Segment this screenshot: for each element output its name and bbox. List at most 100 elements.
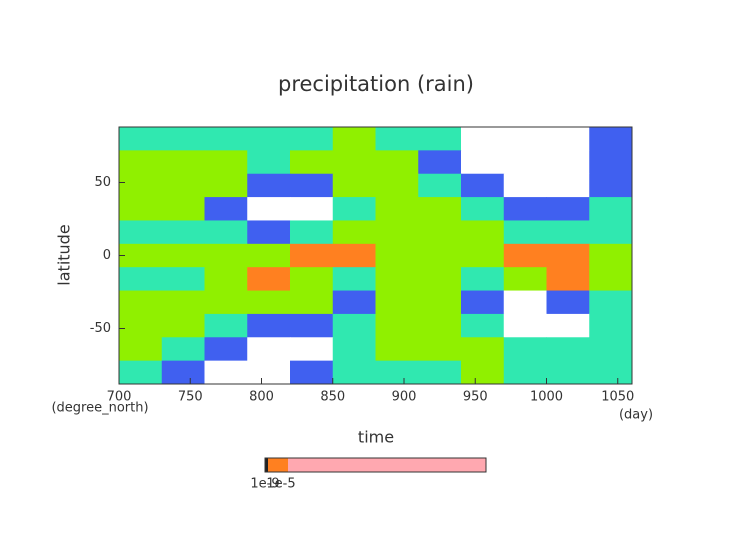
cell: [290, 127, 334, 151]
cell: [418, 150, 462, 175]
y-tick-label: 50: [94, 175, 111, 190]
cell: [247, 360, 291, 385]
cell: [461, 127, 505, 151]
cell: [589, 360, 633, 385]
cell: [332, 243, 376, 268]
cell: [247, 220, 291, 245]
cell: [161, 197, 205, 221]
cell: [290, 267, 334, 292]
y-axis-label: latitude: [55, 224, 74, 285]
cell: [247, 173, 291, 198]
colorbar: 1e-9 1e-5: [250, 457, 487, 492]
cell: [503, 267, 547, 292]
cell: [290, 150, 334, 175]
cell: [290, 243, 334, 268]
cell: [589, 267, 633, 292]
x-tick-label: 750: [178, 390, 203, 405]
cell: [119, 243, 163, 268]
cell: [418, 197, 462, 221]
cell: [332, 197, 376, 221]
cell: [589, 243, 633, 268]
cell: [247, 313, 291, 338]
cell: [461, 173, 505, 198]
cell: [503, 290, 547, 315]
cell: [418, 360, 462, 385]
cell: [546, 360, 590, 385]
cell: [375, 313, 419, 338]
cell: [418, 337, 462, 362]
cell: [204, 290, 248, 315]
cell: [204, 313, 248, 338]
cell: [418, 220, 462, 245]
cell: [119, 290, 163, 315]
cell: [204, 150, 248, 175]
cell: [546, 267, 590, 292]
cell: [375, 173, 419, 198]
cell: [161, 220, 205, 245]
cell: [290, 360, 334, 385]
x-tick-label: 950: [463, 390, 488, 405]
cell: [247, 197, 291, 221]
cell: [247, 127, 291, 151]
cell: [119, 360, 163, 385]
cell: [589, 290, 633, 315]
cell: [161, 173, 205, 198]
cell: [204, 197, 248, 221]
cell: [119, 313, 163, 338]
cell: [589, 197, 633, 221]
cell: [204, 220, 248, 245]
cell: [119, 150, 163, 175]
cell: [418, 173, 462, 198]
cell: [375, 337, 419, 362]
cell: [161, 150, 205, 175]
cell: [503, 197, 547, 221]
cell: [461, 243, 505, 268]
cell: [247, 150, 291, 175]
cell: [332, 173, 376, 198]
cell: [332, 220, 376, 245]
cell: [204, 337, 248, 362]
cell: [375, 360, 419, 385]
cell: [546, 150, 590, 175]
cell: [332, 150, 376, 175]
cell: [290, 197, 334, 221]
cell: [247, 290, 291, 315]
cell: [290, 220, 334, 245]
cell: [161, 313, 205, 338]
cells: [119, 127, 633, 385]
cell: [546, 243, 590, 268]
chart-title: precipitation (rain): [278, 72, 474, 96]
colorbar-frame: [264, 457, 487, 473]
cell: [119, 127, 163, 151]
cell: [375, 243, 419, 268]
cell: [332, 313, 376, 338]
cell: [418, 243, 462, 268]
cell: [546, 337, 590, 362]
cell: [589, 337, 633, 362]
cell: [503, 337, 547, 362]
cell: [119, 337, 163, 362]
cell: [546, 313, 590, 338]
cell: [503, 173, 547, 198]
cell: [461, 197, 505, 221]
cell: [418, 290, 462, 315]
cell: [290, 173, 334, 198]
x-tick-label: 700: [107, 390, 132, 405]
cell: [546, 197, 590, 221]
cell: [503, 360, 547, 385]
cell: [461, 220, 505, 245]
cell: [418, 267, 462, 292]
cell: [546, 290, 590, 315]
cell: [589, 173, 633, 198]
cell: [375, 150, 419, 175]
cell: [418, 313, 462, 338]
cell: [418, 127, 462, 151]
cell: [161, 267, 205, 292]
cell: [503, 127, 547, 151]
colorbar-segment: [265, 458, 268, 472]
cell: [161, 360, 205, 385]
x-tick-label: 1050: [601, 390, 634, 405]
cell: [546, 220, 590, 245]
cell: [161, 243, 205, 268]
